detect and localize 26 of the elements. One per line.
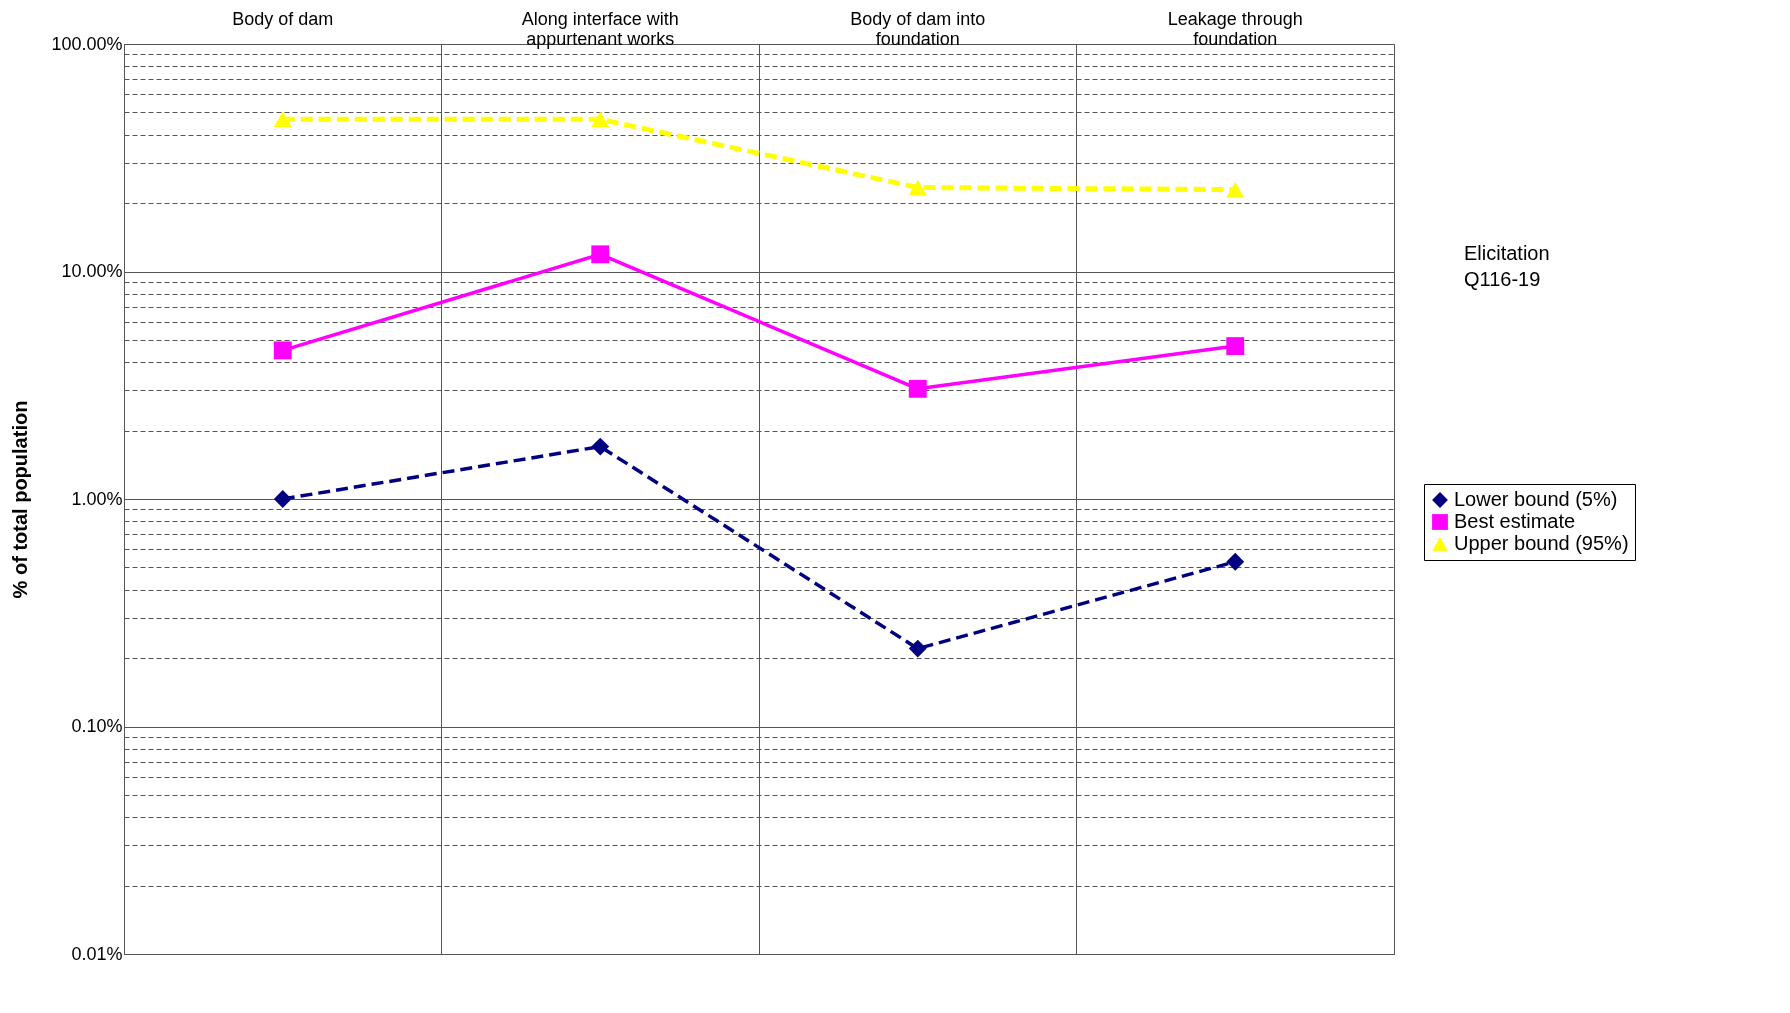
x-tick-label: Along interface with appurtenant works (521, 8, 679, 49)
x-tick-label: Body of dam into foundation (850, 8, 986, 49)
y-tick-label: 1.00% (71, 488, 123, 509)
point (908, 639, 927, 658)
point (591, 437, 610, 456)
x-tick-label: Body of dam (232, 8, 334, 29)
point (1226, 337, 1245, 356)
point (591, 245, 610, 264)
y-tick-label: 100.00% (51, 33, 123, 54)
text: Elicitation Q116-19 (1464, 242, 1550, 290)
point (591, 111, 610, 127)
legend-label: Lower bound (5%) (1454, 488, 1618, 510)
y-axis-title: % of total population (9, 400, 32, 599)
y-tick-label: 0.10% (71, 716, 123, 736)
point (273, 490, 292, 508)
x-tick-label: Leakage through foundation (1167, 8, 1303, 49)
point (273, 341, 292, 360)
point (908, 179, 927, 196)
point (273, 111, 292, 127)
y-tick-label: 0.01% (71, 943, 123, 964)
point (1226, 181, 1245, 198)
point (908, 379, 927, 398)
legend-label: Best estimate (1454, 510, 1576, 532)
y-tick-label: 10.00% (61, 261, 123, 281)
legend-label: Upper bound (95%) (1454, 532, 1629, 554)
point (1226, 552, 1245, 571)
